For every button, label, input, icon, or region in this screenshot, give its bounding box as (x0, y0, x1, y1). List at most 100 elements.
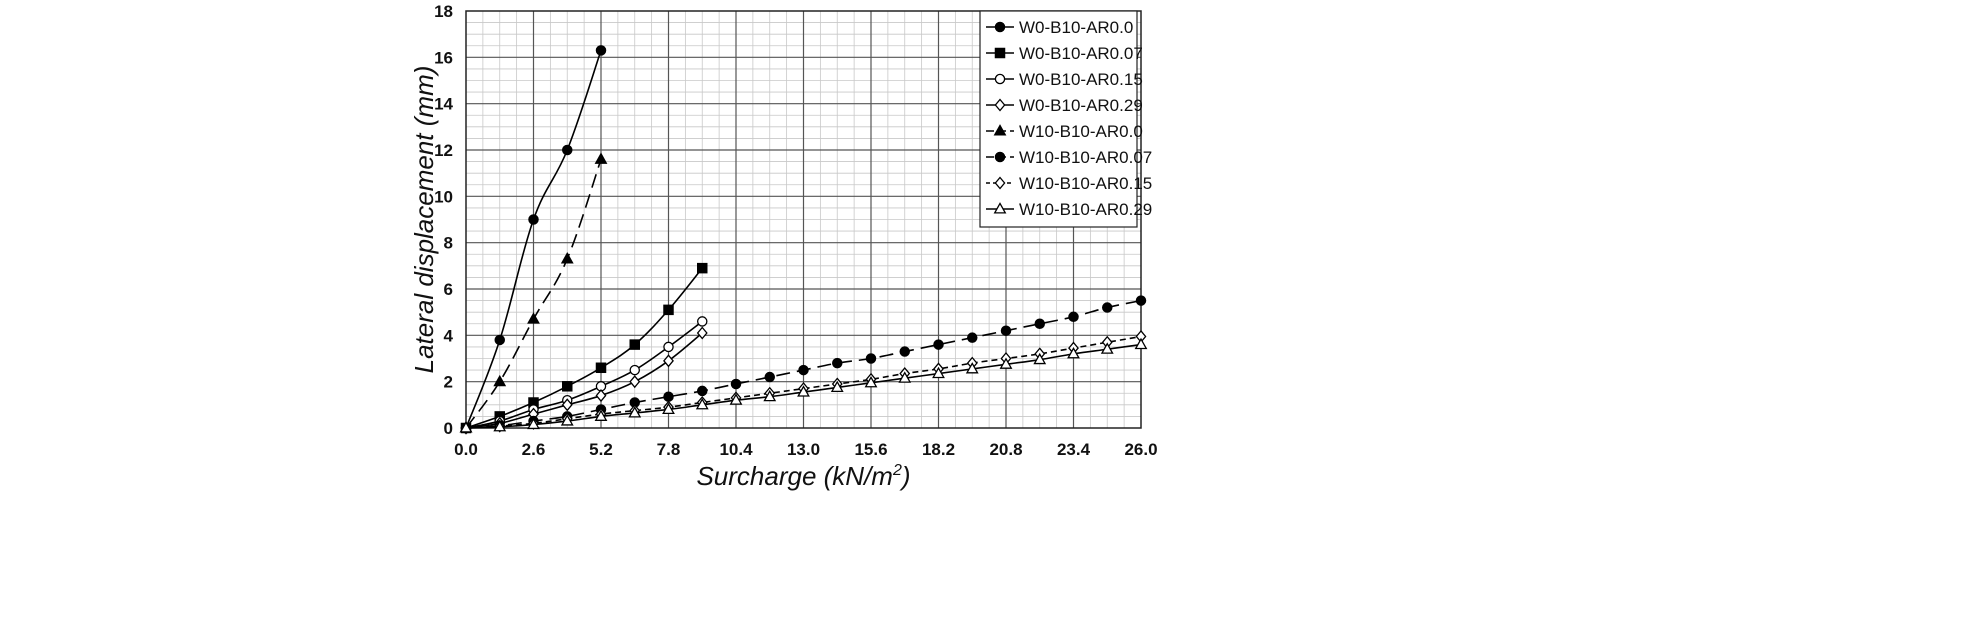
y-tick-label: 12 (434, 141, 453, 160)
x-tick-label: 2.6 (522, 440, 546, 459)
legend-item: W0-B10-AR0.29 (986, 96, 1143, 115)
x-tick-label: 15.6 (854, 440, 887, 459)
data-point-circle (494, 334, 505, 346)
legend-item: W10-B10-AR0.15 (986, 174, 1152, 193)
series-W0-B10-AR0.07 (460, 262, 708, 434)
data-point-circle (865, 353, 877, 364)
data-point-circle (832, 357, 843, 369)
legend-box (979, 10, 1138, 228)
legend-item: W0-B10-AR0.15 (986, 70, 1143, 89)
data-point-triangle (763, 389, 777, 402)
data-point-circle (1102, 302, 1113, 313)
x-axis-ticks: 0.0 2.6 5.2 7.8 10.4 13.0 15.6 18.2 20.8 23.4 26.0 (454, 440, 1157, 459)
x-tick-label: 10.4 (719, 440, 753, 459)
data-point-square (562, 381, 573, 392)
series-W0-B10-AR0.15 (460, 316, 708, 434)
data-point-triangle (898, 371, 912, 383)
y-tick-label: 18 (434, 2, 453, 21)
legend-label: W0-B10-AR0.15 (1019, 70, 1143, 89)
y-axis-ticks: 0 2 4 6 8 10 12 14 16 18 (434, 2, 453, 438)
data-point-circle (798, 364, 809, 376)
legend-item: W10-B10-AR0.29 (986, 200, 1152, 219)
data-point-triangle (493, 419, 507, 432)
legend-label: W10-B10-AR0.0 (1019, 122, 1143, 141)
legend-label: W0-B10-AR0.29 (1019, 96, 1143, 115)
y-tick-label: 8 (444, 234, 453, 253)
data-point-circle (1068, 311, 1079, 323)
data-point-circle (1000, 325, 1012, 336)
x-axis-label-main: Surcharge (kN/m (696, 461, 893, 491)
data-point-square (595, 362, 607, 374)
data-point-triangle (560, 252, 574, 264)
legend: W0-B10-AR0.0 W0-B10-AR0.07 W0-B10-AR0.15 W0… (979, 10, 1152, 228)
data-point-circle (562, 144, 573, 156)
legend-label: W0-B10-AR0.0 (1019, 18, 1133, 37)
x-tick-label: 7.8 (657, 440, 681, 459)
data-point-circle (663, 391, 674, 402)
data-point-circle (994, 73, 1006, 85)
data-point-triangle (1134, 337, 1148, 350)
legend-label: W10-B10-AR0.29 (1019, 200, 1152, 219)
data-point-circle (663, 341, 674, 353)
data-point-triangle (594, 152, 608, 164)
x-tick-label: 20.8 (989, 440, 1022, 459)
data-point-square (629, 339, 641, 350)
data-point-square (994, 47, 1006, 59)
data-point-triangle (1067, 347, 1080, 359)
data-point-diamond (561, 398, 573, 412)
legend-item: W10-B10-AR0.0 (986, 122, 1143, 141)
data-point-circle (933, 339, 944, 350)
series-W10-B10-AR0.29 (459, 337, 1148, 433)
x-tick-label: 23.4 (1057, 440, 1091, 459)
data-point-triangle (999, 357, 1013, 369)
x-tick-label: 18.2 (922, 440, 955, 459)
data-point-triangle (797, 385, 810, 397)
data-point-triangle (864, 375, 878, 388)
x-axis-label: Surcharge (kN/m2) (696, 461, 910, 491)
data-point-diamond (595, 389, 607, 403)
y-tick-label: 10 (434, 187, 453, 206)
x-tick-label: 13.0 (787, 440, 820, 459)
data-point-circle (730, 378, 742, 390)
data-point-triangle (459, 421, 473, 433)
legend-item: W0-B10-AR0.0 (986, 18, 1133, 37)
x-axis-label-close: ) (899, 461, 911, 491)
data-point-triangle (628, 406, 642, 418)
data-point-circle (595, 45, 607, 56)
y-tick-label: 6 (444, 280, 453, 299)
legend-label: W0-B10-AR0.07 (1019, 44, 1143, 63)
y-tick-label: 4 (444, 326, 454, 345)
data-point-triangle (695, 397, 709, 410)
data-point-diamond (994, 98, 1006, 112)
data-point-circle (697, 385, 708, 397)
data-point-triangle (493, 374, 507, 387)
data-point-triangle (729, 393, 743, 405)
data-point-circle (994, 151, 1006, 163)
data-point-triangle (527, 417, 540, 430)
data-point-triangle (594, 409, 608, 421)
x-tick-label: 0.0 (454, 440, 478, 459)
y-tick-label: 16 (434, 48, 453, 67)
data-point-triangle (560, 414, 574, 426)
data-point-triangle (932, 366, 945, 379)
data-point-circle (899, 346, 911, 357)
y-tick-label: 14 (434, 95, 453, 114)
data-point-square (697, 262, 708, 274)
data-point-circle (994, 21, 1006, 33)
x-tick-label: 26.0 (1124, 440, 1157, 459)
series-line (465, 335, 1142, 429)
series-layer (459, 45, 1148, 435)
data-point-diamond (663, 354, 674, 368)
legend-label: W10-B10-AR0.07 (1019, 148, 1152, 167)
data-point-square (663, 304, 674, 316)
data-point-triangle (662, 402, 675, 415)
data-point-circle (764, 371, 776, 383)
x-axis-label-superscript: 2 (892, 462, 902, 479)
data-point-triangle (1033, 352, 1047, 365)
x-tick-label: 5.2 (589, 440, 613, 459)
data-point-circle (528, 214, 539, 225)
data-point-circle (629, 364, 641, 376)
y-axis-label: Lateral displacement (mm) (409, 66, 439, 374)
data-point-triangle (993, 124, 1007, 136)
